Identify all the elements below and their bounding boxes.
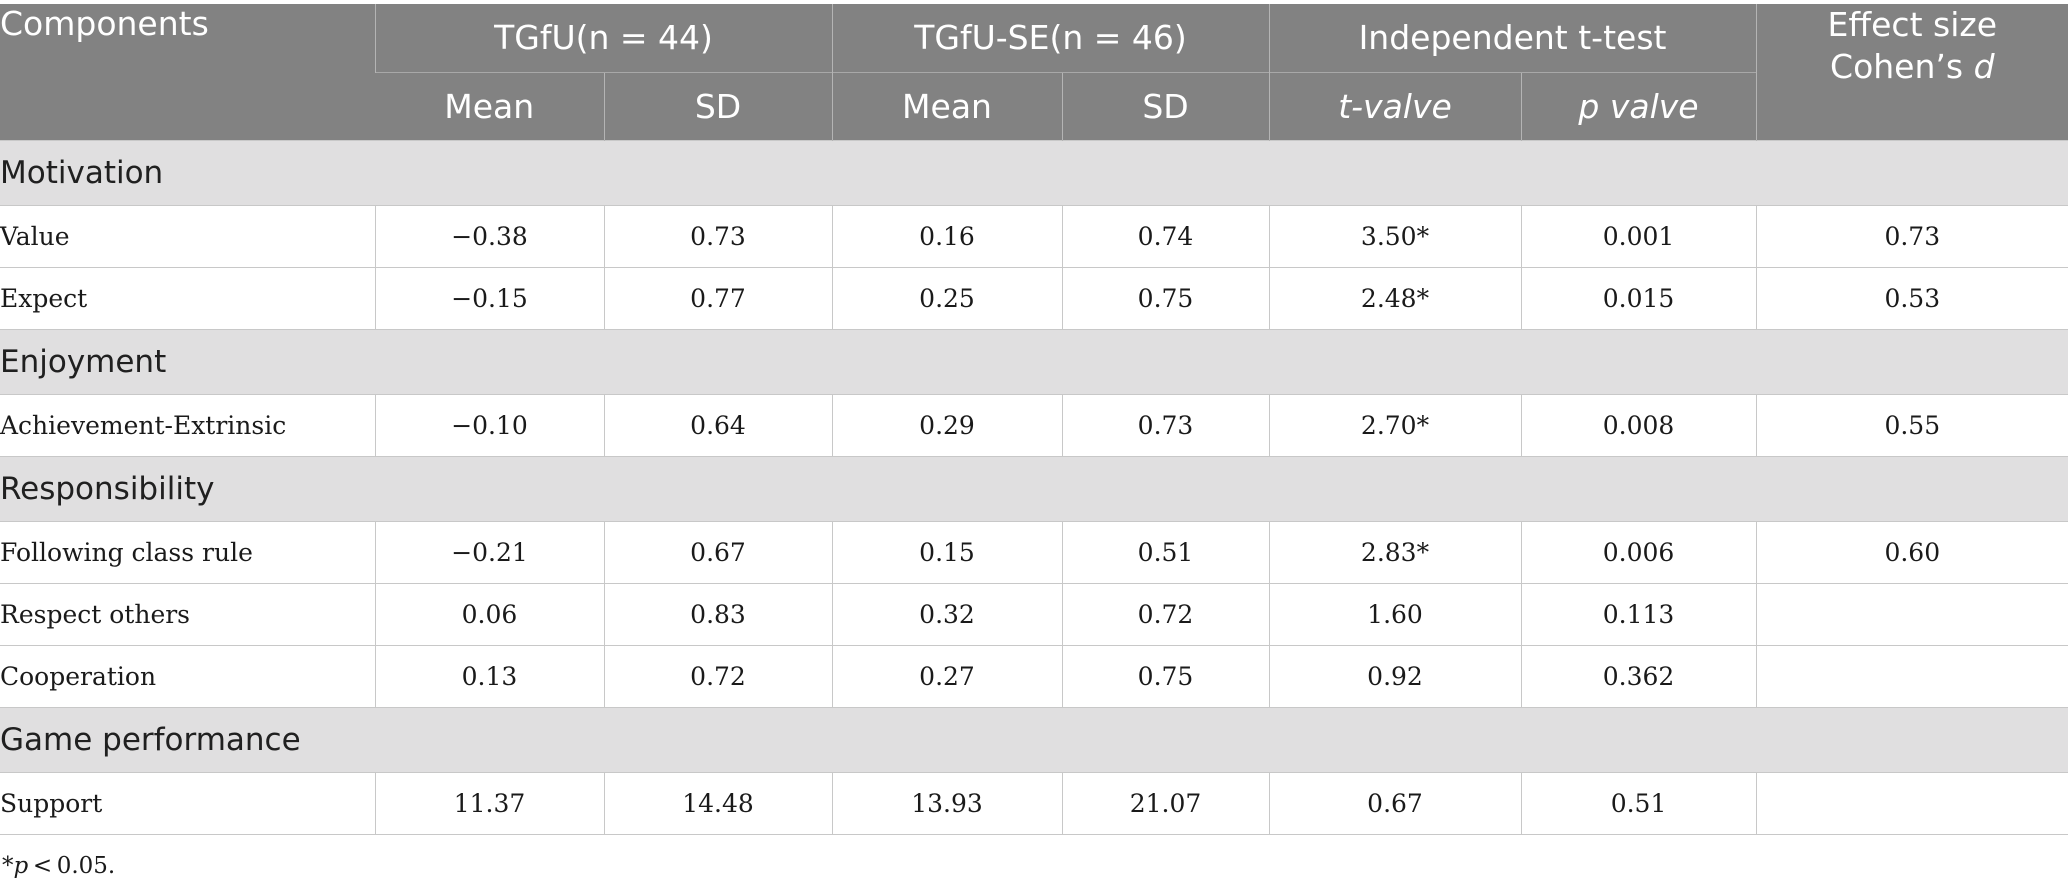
tgfu-se-sd-cell: 0.51 bbox=[1061, 520, 1270, 583]
p-value-cell: 0.015 bbox=[1520, 266, 1757, 329]
component-label: Value bbox=[0, 204, 375, 267]
tgfu-sd-cell: 0.83 bbox=[603, 582, 833, 645]
component-label: Expect bbox=[0, 266, 375, 329]
section-title: Motivation bbox=[0, 139, 2068, 205]
tgfu-se-sd-cell: 0.75 bbox=[1061, 266, 1270, 329]
t-value-cell: 2.48* bbox=[1268, 266, 1522, 329]
cohens-label: Cohen’s bbox=[1830, 47, 1974, 86]
table-row: Value −0.38 0.73 0.16 0.74 3.50* 0.001 0.73 bbox=[0, 204, 2068, 267]
effect-size-cell: 0.55 bbox=[1755, 393, 2068, 456]
table-row: Achievement-Extrinsic −0.10 0.64 0.29 0.73 2.… bbox=[0, 393, 2068, 456]
section-row: Responsibility bbox=[0, 455, 2068, 521]
section-row: Game performance bbox=[0, 706, 2068, 772]
t-value-cell: 0.92 bbox=[1268, 644, 1522, 707]
tgfu-sd-cell: 0.67 bbox=[603, 520, 833, 583]
tgfu-se-sd-header: SD bbox=[1061, 71, 1270, 140]
table-row: Following class rule −0.21 0.67 0.15 0.51 2.8… bbox=[0, 520, 2068, 583]
section-row: Motivation bbox=[0, 139, 2068, 205]
table-row: Support 11.37 14.48 13.93 21.07 0.67 0.51 bbox=[0, 771, 2068, 835]
table-row: Cooperation 0.13 0.72 0.27 0.75 0.92 0.362 bbox=[0, 644, 2068, 707]
tgfu-se-mean-cell: 0.15 bbox=[831, 520, 1063, 583]
tgfu-mean-cell: −0.38 bbox=[374, 204, 604, 267]
tgfu-mean-cell: −0.21 bbox=[374, 520, 604, 583]
section-title: Responsibility bbox=[0, 455, 2068, 521]
effect-size-label: Effect size bbox=[1827, 5, 1997, 44]
effect-size-cell bbox=[1755, 582, 2068, 645]
cohens-d-symbol: d bbox=[1973, 47, 1995, 86]
tgfu-se-mean-cell: 0.16 bbox=[831, 204, 1063, 267]
tgfu-mean-cell: 0.06 bbox=[374, 582, 604, 645]
table-row: Respect others 0.06 0.83 0.32 0.72 1.60 0.113 bbox=[0, 582, 2068, 645]
tgfu-sd-cell: 0.73 bbox=[603, 204, 833, 267]
table-body: Motivation Value −0.38 0.73 0.16 0.74 3.50* 0.0… bbox=[0, 139, 2068, 835]
tgfu-group-header: TGfU(n = 44) bbox=[374, 4, 833, 72]
t-value-cell: 2.83* bbox=[1268, 520, 1522, 583]
tgfu-sd-cell: 0.72 bbox=[603, 644, 833, 707]
results-table: Components TGfU(n = 44) TGfU-SE(n = 46) … bbox=[0, 4, 2068, 835]
t-value-cell: 1.60 bbox=[1268, 582, 1522, 645]
t-value-header: t-valve bbox=[1268, 71, 1522, 140]
tgfu-sd-cell: 0.77 bbox=[603, 266, 833, 329]
tgfu-mean-header: Mean bbox=[375, 71, 604, 140]
component-label: Respect others bbox=[0, 582, 375, 645]
footnote-threshold: < 0.05. bbox=[28, 853, 116, 879]
component-label: Achievement-Extrinsic bbox=[0, 393, 375, 456]
effect-size-cell: 0.73 bbox=[1755, 204, 2068, 267]
tgfu-se-sd-cell: 0.73 bbox=[1061, 393, 1270, 456]
tgfu-se-mean-header: Mean bbox=[831, 71, 1063, 140]
p-value-header: p valve bbox=[1520, 71, 1757, 140]
tgfu-se-sd-cell: 0.72 bbox=[1061, 582, 1270, 645]
t-value-cell: 3.50* bbox=[1268, 204, 1522, 267]
tgfu-mean-cell: −0.10 bbox=[374, 393, 604, 456]
tgfu-se-mean-cell: 0.25 bbox=[831, 266, 1063, 329]
table-footnote: *p < 0.05. bbox=[2, 853, 115, 879]
tgfu-se-sd-cell: 21.07 bbox=[1061, 771, 1270, 835]
effect-size-cell: 0.53 bbox=[1755, 266, 2068, 329]
t-value-cell: 0.67 bbox=[1268, 771, 1522, 835]
tgfu-sd-cell: 14.48 bbox=[603, 771, 833, 835]
component-label: Support bbox=[0, 771, 375, 835]
p-value-cell: 0.51 bbox=[1520, 771, 1757, 835]
tgfu-se-sd-cell: 0.75 bbox=[1061, 644, 1270, 707]
footnote-asterisk: * bbox=[2, 853, 14, 879]
tgfu-se-sd-cell: 0.74 bbox=[1061, 204, 1270, 267]
p-value-cell: 0.001 bbox=[1520, 204, 1757, 267]
tgfu-mean-cell: 0.13 bbox=[374, 644, 604, 707]
tgfu-se-mean-cell: 0.27 bbox=[831, 644, 1063, 707]
tgfu-sd-header: SD bbox=[603, 71, 833, 140]
effect-size-cell: 0.60 bbox=[1755, 520, 2068, 583]
tgfu-sd-cell: 0.64 bbox=[603, 393, 833, 456]
section-row: Enjoyment bbox=[0, 328, 2068, 394]
header-row-sub: Mean SD Mean SD t-valve p valve bbox=[0, 71, 2068, 140]
effect-size-cell bbox=[1755, 644, 2068, 707]
component-label: Cooperation bbox=[0, 644, 375, 707]
tgfu-se-group-header: TGfU-SE(n = 46) bbox=[831, 4, 1270, 72]
p-value-cell: 0.008 bbox=[1520, 393, 1757, 456]
header-row-top: Components TGfU(n = 44) TGfU-SE(n = 46) … bbox=[0, 4, 2068, 140]
t-value-cell: 2.70* bbox=[1268, 393, 1522, 456]
effect-size-cell bbox=[1755, 771, 2068, 835]
p-value-cell: 0.113 bbox=[1520, 582, 1757, 645]
tgfu-mean-cell: 11.37 bbox=[374, 771, 604, 835]
section-title: Enjoyment bbox=[0, 328, 2068, 394]
ttest-header: Independent t-test bbox=[1268, 4, 1757, 72]
tgfu-se-mean-cell: 0.29 bbox=[831, 393, 1063, 456]
tgfu-mean-cell: −0.15 bbox=[374, 266, 604, 329]
tgfu-se-mean-cell: 0.32 bbox=[831, 582, 1063, 645]
p-value-cell: 0.006 bbox=[1520, 520, 1757, 583]
component-label: Following class rule bbox=[0, 520, 375, 583]
footnote-p-symbol: p bbox=[13, 853, 29, 879]
effect-size-header: Effect size Cohen’s d bbox=[1755, 4, 2068, 140]
p-value-cell: 0.362 bbox=[1520, 644, 1757, 707]
table-row: Expect −0.15 0.77 0.25 0.75 2.48* 0.015 0.53 bbox=[0, 266, 2068, 329]
tgfu-se-mean-cell: 13.93 bbox=[831, 771, 1063, 835]
components-header: Components bbox=[0, 4, 375, 140]
section-title: Game performance bbox=[0, 706, 2068, 772]
